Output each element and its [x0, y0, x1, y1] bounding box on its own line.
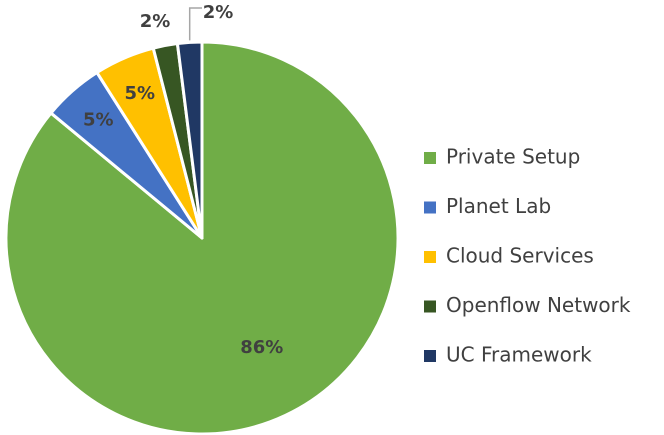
pie-slice-uc-framework	[175, 40, 204, 240]
legend-label-cloud-services: Cloud Services	[446, 244, 594, 268]
leader-line-uc-framework	[188, 7, 202, 41]
legend-swatch-planet-lab	[424, 201, 436, 214]
data-labels: 86% 5% 5% 2% 2%	[83, 2, 283, 358]
leader-lines	[188, 7, 202, 41]
legend-label-uc-framework: UC Framework	[446, 343, 592, 367]
legend-swatch-private-setup	[424, 152, 436, 164]
data-label-cloud-services: 5%	[124, 83, 155, 104]
legend-label-private-setup: Private Setup	[446, 145, 580, 169]
data-label-planet-lab: 5%	[83, 109, 114, 130]
legend-label-openflow-network: Openflow Network	[446, 293, 631, 317]
legend-swatch-openflow-network	[424, 300, 436, 313]
legend: Private Setup Planet Lab Cloud Services Ope…	[424, 145, 631, 367]
data-label-openflow-network: 2%	[140, 11, 171, 32]
pie-slices	[4, 40, 400, 435]
data-label-uc-framework: 2%	[203, 2, 234, 23]
legend-label-planet-lab: Planet Lab	[446, 194, 551, 218]
legend-swatch-cloud-services	[424, 251, 436, 263]
legend-swatch-uc-framework	[424, 350, 436, 362]
data-label-private-setup: 86%	[240, 337, 283, 358]
